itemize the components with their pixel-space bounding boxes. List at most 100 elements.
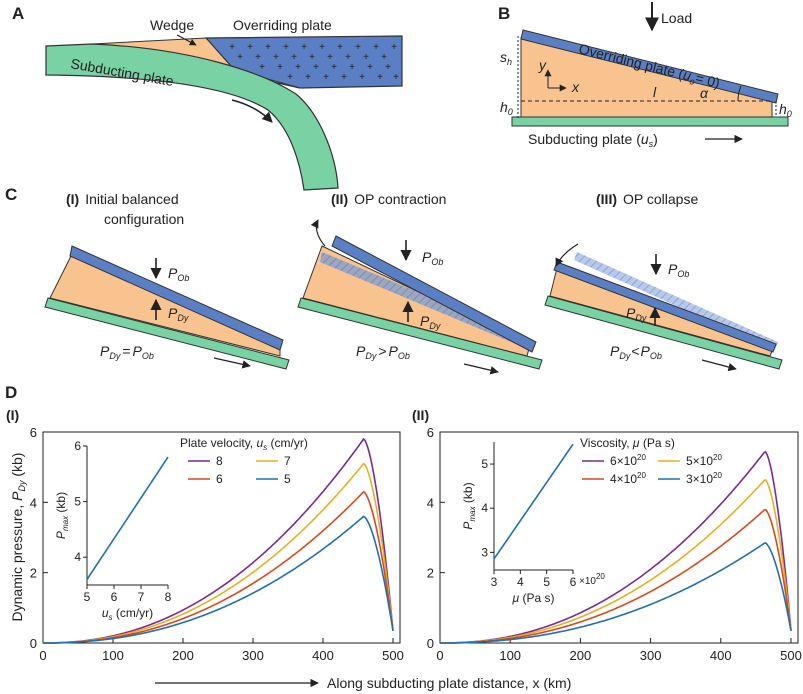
case-i: (I) Initial balanced configuration POb PD… bbox=[44, 191, 290, 370]
series-line-7 bbox=[43, 462, 394, 644]
x-tick-label: 300 bbox=[242, 648, 264, 663]
plus-mark: + bbox=[337, 42, 343, 53]
subducting-plate-c1 bbox=[44, 297, 290, 370]
rotation-arrow-c2 bbox=[310, 219, 326, 247]
plus-mark: + bbox=[373, 42, 379, 53]
case-i-title-1: (I) Initial balanced bbox=[66, 191, 179, 207]
plus-mark: + bbox=[345, 52, 351, 63]
inset-y-tick-label: 5 bbox=[74, 495, 81, 509]
legend-label: 5 bbox=[284, 472, 291, 486]
chart-i-label: (I) bbox=[6, 407, 19, 423]
inset-line bbox=[493, 443, 574, 560]
x-tick-label: 0 bbox=[39, 648, 46, 663]
plus-mark: + bbox=[355, 42, 361, 53]
case-ii: (II) OP contraction POb PDy PDy > POb bbox=[297, 191, 543, 375]
plus-mark: + bbox=[331, 62, 337, 73]
subducting-plate-c3 bbox=[544, 295, 783, 370]
inset-x-label: us (cm/yr) bbox=[102, 606, 153, 622]
x-label-b: x bbox=[571, 79, 580, 95]
inset-y-tick-label: 6 bbox=[74, 439, 81, 453]
pdy-label-c1: PDy bbox=[168, 305, 189, 323]
rotation-arrow-c3 bbox=[555, 243, 579, 267]
inset-y-tick-label: 4 bbox=[481, 501, 488, 515]
plus-mark: + bbox=[363, 52, 369, 63]
inset-x-tick-label: 7 bbox=[138, 590, 145, 604]
sh-label: sh bbox=[500, 49, 512, 67]
y-tick-label: 0 bbox=[30, 636, 37, 651]
x-tick-label: 500 bbox=[780, 648, 802, 663]
overriding-plate-label-a: Overriding plate bbox=[233, 17, 332, 33]
plus-mark: + bbox=[229, 42, 235, 53]
pob-label-c3: POb bbox=[668, 261, 689, 279]
x-tick-label: 400 bbox=[312, 648, 334, 663]
wedge-b bbox=[520, 37, 773, 118]
subduction-arrow-c2 bbox=[463, 363, 499, 375]
overriding-plate-c2 bbox=[331, 235, 537, 353]
plus-mark: + bbox=[283, 42, 289, 53]
legend-label: 6 bbox=[216, 472, 223, 486]
plus-mark: + bbox=[301, 42, 307, 53]
l-label: l bbox=[653, 84, 657, 100]
pdy-label-c3: PDy bbox=[626, 305, 647, 323]
alpha-arc bbox=[737, 85, 742, 102]
legend-label: 7 bbox=[284, 454, 291, 468]
ghost-plate-c2 bbox=[320, 252, 532, 350]
plus-mark: + bbox=[367, 62, 373, 73]
relation-c1: PDy = POb bbox=[100, 343, 154, 361]
relation-c2: PDy > POb bbox=[356, 343, 410, 361]
inset-x-tick-label: 3 bbox=[491, 575, 498, 589]
inset-line bbox=[86, 456, 169, 580]
plus-mark: + bbox=[323, 72, 329, 83]
x-axis-label-d: Along subducting plate distance, x (km) bbox=[327, 675, 571, 691]
legend-label: 3×1020 bbox=[686, 471, 722, 486]
plus-mark: + bbox=[319, 42, 325, 53]
subduction-arrow-a bbox=[231, 99, 273, 123]
overriding-plate-c3 bbox=[553, 261, 777, 353]
inset-x-tick-label: 4 bbox=[517, 575, 524, 589]
plus-marks: + + + + + + + + + ++ + + + + + + + ++ + + + + + + ++ + + + + + + bbox=[229, 42, 399, 83]
case-iii-title: (III) OP collapse bbox=[596, 191, 698, 207]
inset-y-tick-label: 4 bbox=[74, 550, 81, 564]
panel-b: B Load Overriding plate (uo= 0) sh h0 h0… bbox=[498, 2, 792, 149]
x-tick-label: 200 bbox=[172, 648, 194, 663]
legend-title: Plate velocity, us (cm/yr) bbox=[180, 436, 308, 452]
panel-d: D (I) (II) Dynamic pressure, PDy (kb) Al… bbox=[5, 383, 802, 691]
case-i-title-2: configuration bbox=[104, 211, 184, 227]
panel-b-letter: B bbox=[498, 4, 510, 23]
subducting-plate-b bbox=[511, 116, 789, 127]
plus-mark: + bbox=[305, 72, 311, 83]
inset-x-label: μ (Pa s) bbox=[512, 591, 555, 605]
y-tick-label: 6 bbox=[427, 425, 434, 440]
subducting-plate-a bbox=[45, 43, 339, 191]
plus-mark: + bbox=[295, 62, 301, 73]
y-tick-label: 4 bbox=[427, 495, 434, 510]
series-line-5 bbox=[43, 515, 394, 644]
y-label-b: y bbox=[538, 57, 547, 73]
plus-mark: + bbox=[237, 52, 243, 63]
case-iii: (III) OP collapse POb PDy PDy<POb bbox=[544, 191, 783, 372]
plus-mark: + bbox=[273, 52, 279, 63]
wedge-c1 bbox=[49, 253, 281, 357]
plus-mark: + bbox=[349, 62, 355, 73]
series-line-8 bbox=[43, 437, 394, 644]
plus-mark: + bbox=[385, 62, 391, 73]
inset-y-tick-label: 5 bbox=[481, 457, 488, 471]
series-line-310 bbox=[440, 542, 792, 644]
plus-mark: + bbox=[377, 72, 383, 83]
panel-a: A + + + + + + + + + ++ + + + + + + + ++ + + + + + + ++ + + + + + + Wed… bbox=[12, 4, 403, 191]
chart-ii-label: (II) bbox=[412, 407, 429, 423]
legend-label: 8 bbox=[216, 454, 223, 468]
plus-mark: + bbox=[287, 72, 293, 83]
legend-label: 6×1020 bbox=[610, 453, 646, 468]
x-tick-label: 500 bbox=[382, 648, 404, 663]
y-tick-label: 2 bbox=[30, 566, 37, 581]
plus-mark: + bbox=[327, 52, 333, 63]
subduction-arrow-c3 bbox=[701, 359, 737, 372]
y-tick-label: 2 bbox=[427, 566, 434, 581]
plus-mark: + bbox=[341, 72, 347, 83]
inset-x-tick-label: 5 bbox=[84, 590, 91, 604]
plus-mark: + bbox=[259, 62, 265, 73]
y-tick-label: 4 bbox=[30, 495, 37, 510]
inset-y-label: Pmax (kb) bbox=[461, 482, 477, 529]
inset-x-tick-label: 6 bbox=[111, 590, 118, 604]
